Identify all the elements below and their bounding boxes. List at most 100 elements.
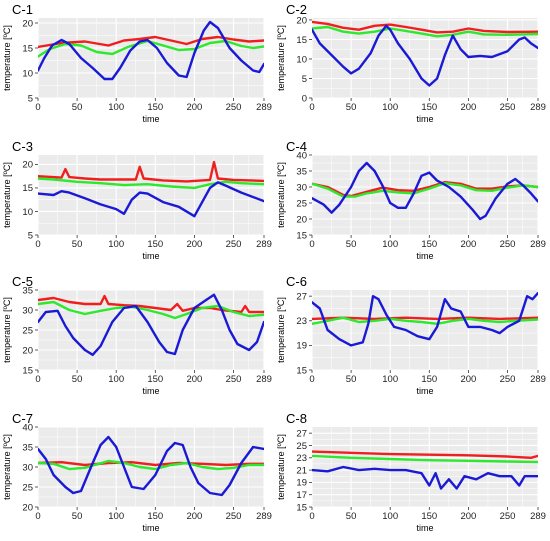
y-axis-label: temperature [ºC] — [276, 162, 286, 228]
y-tick-label: 5 — [28, 93, 33, 104]
x-tick-label: 0 — [309, 102, 314, 113]
y-tick-label: 35 — [22, 285, 33, 296]
chart-panel-5: 0 50 100 150 200 250 289 15 20 25 30 35C-5 time tempe… — [2, 274, 272, 396]
chart-panel-7: 0 50 100 150 200 250 289 20 25 30 35 40C-7 time tempe… — [2, 411, 272, 533]
chart-panel-4: 0 50 100 150 200 250 289 15 20 25 30 35 40C-4 time tem… — [276, 139, 546, 261]
plot-area — [312, 427, 538, 507]
y-tick-label: 17 — [296, 490, 307, 501]
x-tick-label: 0 — [309, 239, 314, 250]
series-line-blue — [38, 435, 264, 497]
y-tick-label: 25 — [296, 441, 307, 452]
x-tick-label: 289 — [530, 239, 546, 250]
x-tick-label: 0 — [35, 239, 40, 250]
x-tick-label: 150 — [147, 239, 163, 250]
chart-panel-2: 0 50 100 150 200 250 289 0 5 10 15 20C-2 time tempera… — [276, 2, 546, 124]
chart-title: C-3 — [12, 139, 33, 154]
x-axis-label: time — [416, 114, 433, 124]
y-axis-label: temperature [ºC] — [276, 25, 286, 91]
y-tick-label: 5 — [28, 230, 33, 241]
y-tick-label: 20 — [22, 502, 33, 513]
y-axis-label: temperature [ºC] — [2, 162, 12, 228]
series-line-blue — [312, 161, 538, 221]
series-line-green — [38, 300, 264, 320]
series-line-red — [38, 35, 264, 49]
series-line-green — [312, 454, 538, 464]
y-tick-label: 35 — [296, 166, 307, 177]
y-tick-label: 19 — [296, 341, 307, 352]
y-tick-label: 27 — [296, 428, 307, 439]
x-tick-label: 0 — [309, 511, 314, 522]
x-tick-label: 50 — [72, 102, 83, 113]
series-line-blue — [38, 20, 264, 81]
x-tick-label: 50 — [72, 374, 83, 385]
x-tick-label: 50 — [346, 102, 357, 113]
x-tick-label: 150 — [421, 374, 437, 385]
x-tick-label: 289 — [256, 102, 272, 113]
series-line-green — [312, 181, 538, 198]
x-tick-label: 289 — [256, 239, 272, 250]
x-tick-label: 0 — [35, 511, 40, 522]
x-axis-label: time — [416, 251, 433, 261]
y-tick-label: 20 — [22, 345, 33, 356]
y-tick-label: 23 — [296, 453, 307, 464]
y-tick-label: 15 — [296, 35, 307, 46]
series-line-green — [312, 316, 538, 325]
y-tick-label: 15 — [22, 183, 33, 194]
x-tick-label: 0 — [35, 374, 40, 385]
x-tick-label: 0 — [309, 374, 314, 385]
series-line-red — [38, 461, 264, 467]
y-tick-label: 20 — [296, 15, 307, 26]
x-axis-label: time — [142, 114, 159, 124]
chart-title: C-2 — [286, 2, 307, 17]
x-tick-label: 150 — [147, 374, 163, 385]
x-tick-label: 289 — [530, 102, 546, 113]
x-tick-label: 250 — [500, 239, 516, 250]
x-axis-label: time — [142, 251, 159, 261]
y-tick-label: 35 — [22, 442, 33, 453]
y-tick-label: 10 — [296, 54, 307, 65]
x-tick-label: 250 — [500, 511, 516, 522]
x-tick-label: 100 — [382, 374, 398, 385]
y-tick-label: 15 — [22, 43, 33, 54]
x-tick-label: 250 — [226, 239, 242, 250]
x-axis-label: time — [142, 523, 159, 533]
series-line-red — [312, 450, 538, 459]
y-tick-label: 25 — [296, 198, 307, 209]
y-tick-label: 27 — [296, 291, 307, 302]
series-line-red — [38, 160, 264, 183]
x-tick-label: 200 — [186, 374, 202, 385]
y-tick-label: 20 — [22, 18, 33, 29]
series-line-blue — [38, 181, 264, 218]
series-line-green — [38, 39, 264, 58]
x-tick-label: 250 — [500, 374, 516, 385]
y-tick-label: 23 — [296, 316, 307, 327]
chart-title: C-5 — [12, 274, 33, 289]
y-tick-label: 15 — [296, 230, 307, 241]
x-tick-label: 50 — [72, 511, 83, 522]
x-tick-label: 200 — [460, 374, 476, 385]
x-tick-label: 150 — [421, 239, 437, 250]
y-tick-label: 10 — [22, 68, 33, 79]
chart-panel-6: 0 50 100 150 200 250 289 15 19 23 27 C-6 time tempera… — [276, 274, 546, 396]
x-tick-label: 50 — [346, 374, 357, 385]
x-tick-label: 289 — [530, 511, 546, 522]
y-tick-label: 20 — [296, 214, 307, 225]
series-line-blue — [312, 24, 538, 87]
x-tick-label: 250 — [500, 102, 516, 113]
x-tick-label: 150 — [421, 511, 437, 522]
x-tick-label: 200 — [186, 511, 202, 522]
y-tick-label: 40 — [296, 150, 307, 161]
y-tick-label: 15 — [296, 502, 307, 513]
x-tick-label: 100 — [108, 374, 124, 385]
x-tick-label: 100 — [382, 239, 398, 250]
x-tick-label: 250 — [226, 374, 242, 385]
chart-title: C-4 — [286, 139, 307, 154]
x-axis-label: time — [142, 386, 159, 396]
plot-area — [38, 18, 264, 98]
x-tick-label: 250 — [226, 511, 242, 522]
x-tick-label: 150 — [421, 102, 437, 113]
y-tick-label: 40 — [22, 422, 33, 433]
x-tick-label: 100 — [108, 239, 124, 250]
chart-title: C-7 — [12, 411, 33, 426]
x-tick-label: 289 — [256, 511, 272, 522]
